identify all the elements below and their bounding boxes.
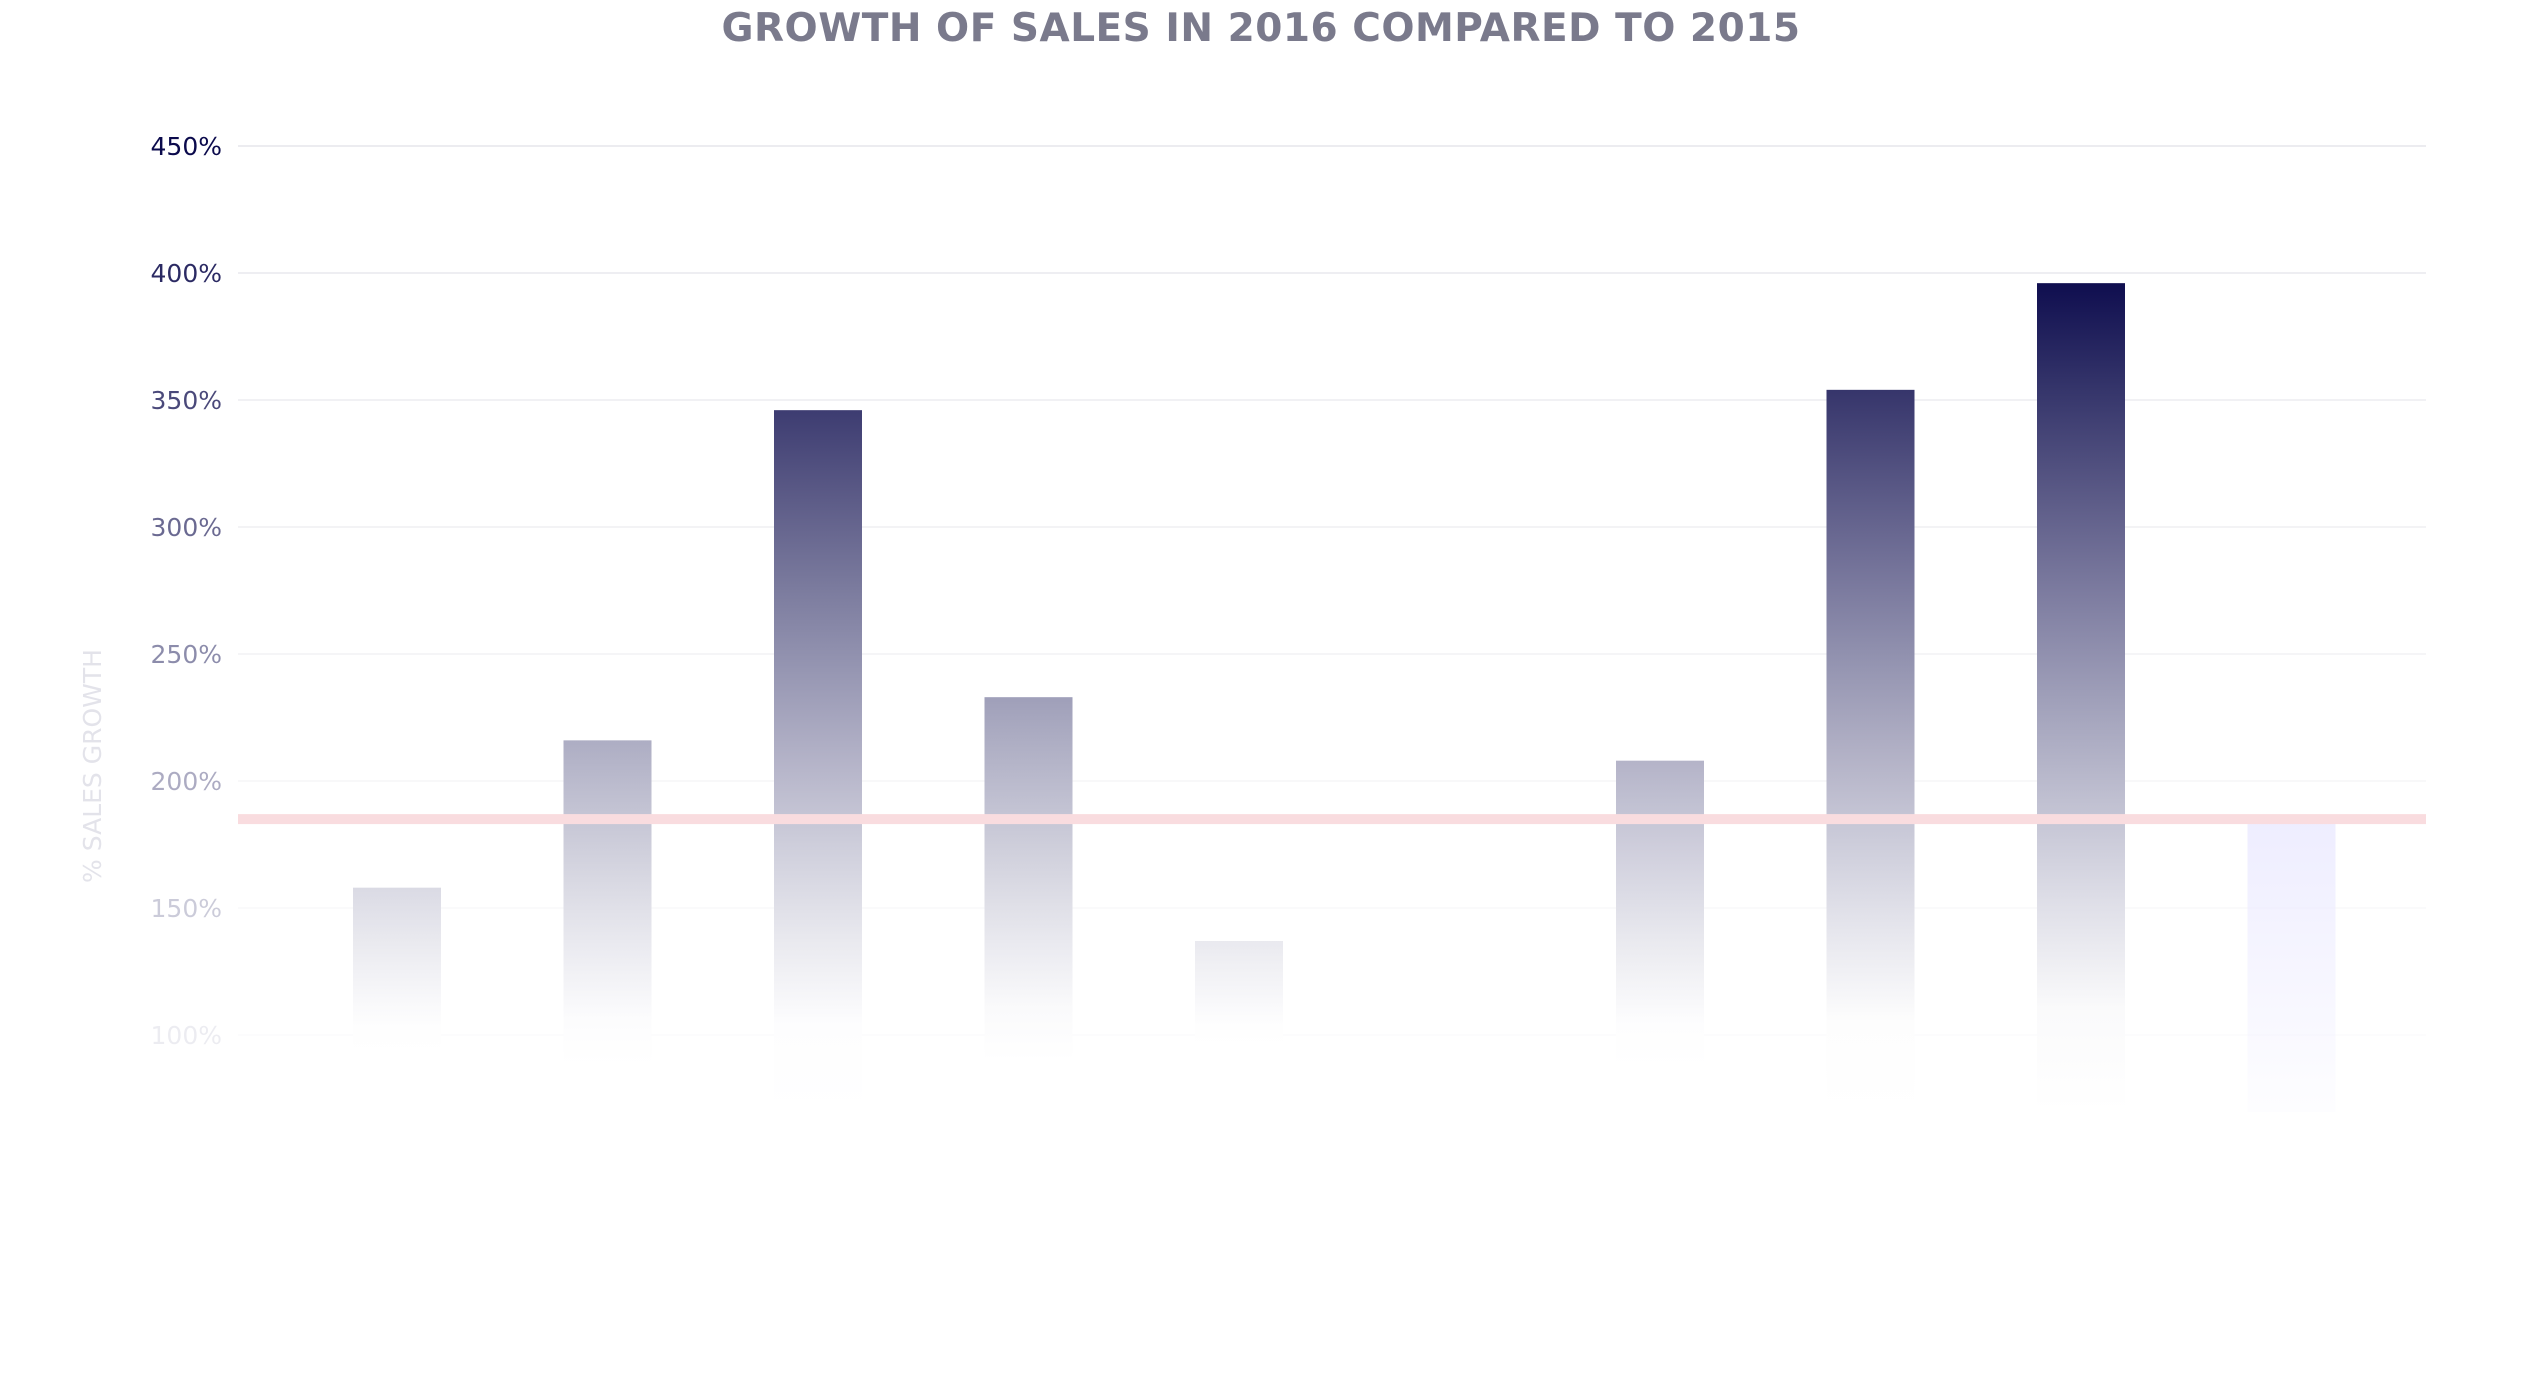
y-tick-label: 300% <box>151 513 222 542</box>
bars <box>353 283 2336 1113</box>
bar <box>1195 941 1283 1112</box>
bar <box>1405 1047 1494 1112</box>
chart-title: GROWTH OF SALES IN 2016 COMPARED TO 2015 <box>721 6 1801 51</box>
bar <box>2037 283 2125 1112</box>
reference-line-group <box>238 814 2426 825</box>
y-tick-label: 350% <box>151 386 222 415</box>
y-axis-ticks: 450% 400% 350% 300% 250% 200% 150% 100% <box>151 132 222 1050</box>
bar <box>353 887 441 1112</box>
y-tick-label: 150% <box>151 894 222 923</box>
bar <box>1826 389 1915 1113</box>
y-tick-label: 250% <box>151 640 222 669</box>
bar <box>774 410 862 1112</box>
y-tick-label: 400% <box>151 259 222 288</box>
bar <box>1616 760 1704 1112</box>
y-tick-label: 100% <box>151 1021 222 1050</box>
y-axis-label: % SALES GROWTH <box>78 649 107 883</box>
bar <box>2247 819 2336 1112</box>
y-tick-label: 200% <box>151 767 222 796</box>
y-tick-label: 450% <box>151 132 222 161</box>
bar <box>984 697 1073 1112</box>
reference-line <box>238 814 2426 825</box>
bar <box>563 740 652 1112</box>
